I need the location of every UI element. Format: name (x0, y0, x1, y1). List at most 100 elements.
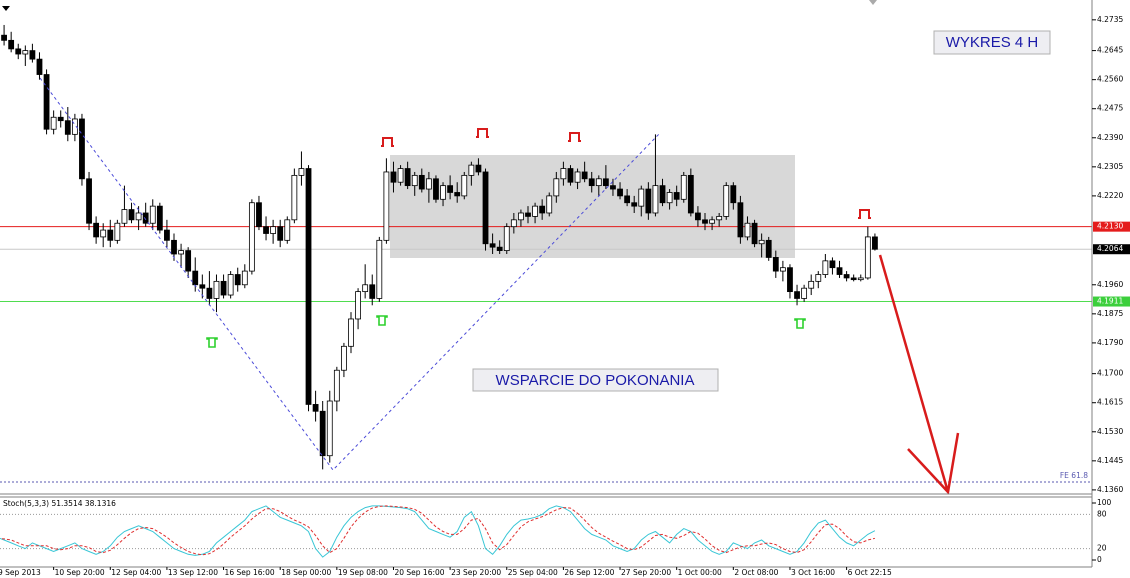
y-tick-label: 4.2645 (1097, 46, 1123, 55)
candle-body (114, 222, 121, 241)
candle-body (199, 284, 206, 289)
candle-body (192, 270, 199, 286)
candle-body (829, 260, 836, 269)
fractal-mark (381, 137, 394, 147)
fractal-mark (858, 209, 871, 219)
candle-body (496, 246, 503, 251)
x-tick-label: 25 Sep 04:00 (508, 568, 558, 577)
candle-body (645, 188, 652, 214)
candle-body (447, 185, 454, 193)
candle-body (341, 345, 347, 371)
candle-body (794, 291, 800, 299)
layer-levels: FE 61.8 (0, 226, 1092, 483)
y-tick-label: 4.2560 (1097, 75, 1123, 84)
candle-body (326, 400, 333, 457)
candle-body (425, 178, 432, 190)
candle-body (631, 202, 638, 207)
indicator-tick-label: 80 (1097, 509, 1107, 518)
zigzag-line (39, 77, 661, 471)
candle-body (284, 219, 291, 241)
candle-body (659, 185, 666, 204)
candle-body (298, 168, 305, 176)
indicator-line (0, 505, 876, 558)
candle-body (128, 209, 135, 221)
candle-body (241, 270, 248, 286)
candle-body (1, 34, 7, 41)
candle-body (680, 174, 687, 200)
fractal-mark (568, 132, 581, 142)
candle-body (730, 185, 737, 204)
fractal-mark (794, 318, 806, 329)
x-tick-label: 20 Sep 16:00 (394, 568, 444, 577)
candle-body (801, 287, 808, 299)
candle-body (864, 236, 871, 279)
candle-body (135, 212, 142, 221)
y-tick-label: 4.2220 (1097, 191, 1123, 200)
candle-body (454, 192, 461, 197)
candle-body (702, 219, 708, 224)
candle-body (772, 257, 779, 272)
candle-body (808, 280, 815, 289)
range-zone (390, 155, 795, 258)
candle-body (185, 250, 192, 272)
candle-body (355, 291, 361, 320)
candle-body (178, 250, 184, 255)
candle-body (539, 205, 546, 214)
candle-body (376, 239, 383, 299)
candle-body (227, 274, 234, 296)
candle-body (758, 239, 765, 245)
candle-body (822, 260, 829, 275)
candle-body (291, 174, 298, 221)
y-tick-label: 4.1700 (1097, 369, 1123, 378)
candle-body (581, 171, 588, 180)
candle-body (617, 188, 623, 197)
candle-body (525, 212, 531, 217)
y-tick-label: 4.2305 (1097, 162, 1123, 171)
indicator-tick-label: 20 (1097, 544, 1107, 553)
candle-body (156, 205, 163, 231)
price-level-label: 4.2130 (1097, 222, 1123, 231)
indicator-tick-label: 0 (1097, 555, 1102, 564)
candle-body (588, 178, 595, 187)
candle-body (468, 164, 475, 176)
frame (0, 0, 1093, 568)
shift-marker (869, 0, 877, 5)
candle-body (602, 178, 609, 187)
y-tick-label: 4.2735 (1097, 15, 1123, 24)
candle-body (418, 174, 425, 190)
layer-zone (390, 155, 795, 258)
candle-body (737, 202, 744, 238)
x-tick-label: 2 Oct 08:00 (734, 568, 778, 577)
menu-marker (2, 6, 10, 11)
candle-body (787, 267, 793, 293)
candle-body (22, 50, 29, 55)
candle-body (390, 171, 397, 183)
x-tick-label: 3 Oct 16:00 (791, 568, 835, 577)
y-tick-label: 4.1960 (1097, 280, 1123, 289)
candle-body (610, 185, 616, 190)
candle-body (461, 174, 468, 197)
candle-body (248, 202, 255, 272)
candle-body (723, 185, 730, 217)
x-tick-label: 19 Sep 08:00 (338, 568, 388, 577)
layer-axes: 4.2735 4.2645 4.2560 4.2475 4.2390 4.2305 4.22… (0, 15, 1130, 577)
x-tick-label: 1 Oct 00:00 (678, 568, 722, 577)
candle-body (836, 267, 843, 275)
price-level-tag (1093, 221, 1130, 232)
candle-body (93, 222, 100, 238)
x-tick-label: 23 Sep 20:00 (451, 568, 501, 577)
fractal-up-marks (381, 128, 871, 219)
candle-body (687, 174, 694, 214)
indicator-label: Stoch(5,3,3) 51.3514 38.1316 (3, 499, 116, 508)
x-tick-label: 18 Sep 00:00 (281, 568, 331, 577)
candle-body (383, 171, 390, 241)
candle-body (815, 274, 822, 282)
candle-body (411, 174, 418, 187)
candle-body (503, 226, 510, 251)
price-level-label: 4.2064 (1097, 244, 1123, 253)
candle-body (333, 369, 340, 402)
candle-body (716, 216, 723, 221)
candle-body (532, 205, 538, 217)
